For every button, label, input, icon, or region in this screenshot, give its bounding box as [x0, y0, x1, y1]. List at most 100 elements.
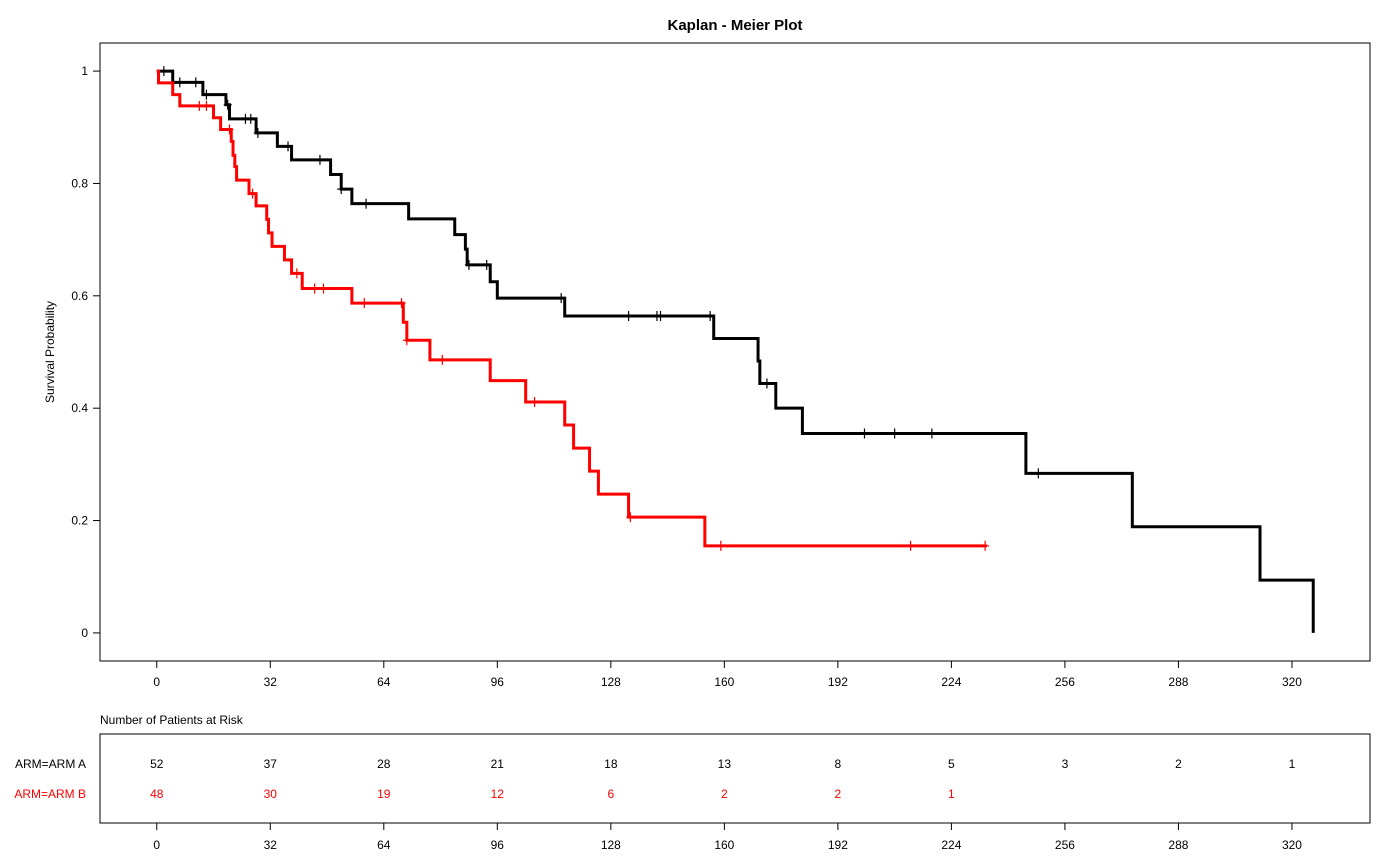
series-arm-b: [156, 69, 990, 551]
censor-mark: [656, 311, 665, 322]
censor-mark: [397, 298, 406, 309]
y-tick-label: 0.8: [71, 176, 88, 190]
censor-mark: [159, 66, 168, 77]
risk-count: 2: [721, 787, 728, 801]
risk-x-tick-label: 192: [828, 838, 848, 852]
censor-mark: [762, 378, 771, 389]
x-tick-label: 224: [941, 675, 961, 689]
risk-count: 6: [607, 787, 614, 801]
series-arm-a: [156, 66, 1315, 633]
censor-mark: [175, 77, 184, 88]
risk-x-tick-label: 32: [264, 838, 278, 852]
x-tick-label: 192: [828, 675, 848, 689]
censor-mark: [310, 283, 319, 294]
risk-count: 48: [150, 787, 164, 801]
survival-curves: [156, 66, 1315, 633]
risk-count: 3: [1062, 757, 1069, 771]
censor-mark: [464, 259, 473, 270]
y-axis-label: Survival Probability: [43, 301, 57, 403]
y-tick-label: 0.6: [71, 289, 88, 303]
censor-mark: [315, 154, 324, 165]
y-tick-label: 0: [81, 626, 88, 640]
y-tick-label: 0.4: [71, 401, 88, 415]
censor-mark: [626, 512, 635, 523]
risk-x-tick-label: 224: [941, 838, 961, 852]
survival-curve-line: [156, 69, 987, 548]
x-axis: 0 32 64 96 128 160 192 224 256 288 320: [153, 661, 1302, 689]
risk-x-tick-label: 288: [1168, 838, 1188, 852]
censor-mark: [253, 127, 262, 138]
risk-count: 37: [264, 757, 278, 771]
censor-mark: [438, 354, 447, 365]
x-tick-label: 32: [264, 675, 278, 689]
x-tick-label: 64: [377, 675, 391, 689]
censor-mark: [223, 99, 232, 110]
risk-count: 1: [1289, 757, 1296, 771]
censor-mark: [202, 100, 211, 111]
risk-x-tick-label: 128: [601, 838, 621, 852]
censor-mark: [246, 113, 255, 124]
censor-mark: [362, 198, 371, 209]
risk-x-tick-label: 0: [153, 838, 160, 852]
y-tick-label: 0.2: [71, 514, 88, 528]
censor-mark: [360, 298, 369, 309]
censor-mark: [890, 428, 899, 439]
censor-mark: [284, 141, 293, 152]
risk-count: 1: [948, 787, 955, 801]
y-tick-label: 1: [81, 64, 88, 78]
survival-curve-line: [156, 69, 1315, 633]
risk-count: 19: [377, 787, 391, 801]
censor-mark: [202, 89, 211, 100]
censor-mark: [292, 268, 301, 279]
censor-mark: [906, 540, 915, 551]
censor-mark: [860, 428, 869, 439]
censor-mark: [402, 335, 411, 346]
risk-table-x-axis: 0 32 64 96 128 160 192 224 256 288 320: [153, 823, 1302, 852]
risk-x-tick-label: 64: [377, 838, 391, 852]
censor-mark: [337, 184, 346, 195]
censor-mark: [319, 283, 328, 294]
risk-count: 5: [948, 757, 955, 771]
censor-mark: [624, 311, 633, 322]
risk-count: 30: [264, 787, 278, 801]
risk-count: 12: [491, 787, 505, 801]
risk-x-tick-label: 320: [1282, 838, 1302, 852]
y-axis: 0 0.2 0.4 0.6 0.8 1: [71, 64, 100, 640]
censor-mark: [191, 77, 200, 88]
censor-mark: [1034, 468, 1043, 479]
risk-count: 21: [491, 757, 505, 771]
risk-table-frame: [99, 733, 1371, 824]
risk-count: 13: [718, 757, 732, 771]
censor-mark: [225, 124, 234, 135]
x-tick-label: 96: [491, 675, 505, 689]
x-tick-label: 160: [714, 675, 734, 689]
risk-count: 52: [150, 757, 164, 771]
chart-title: Kaplan - Meier Plot: [667, 17, 802, 34]
x-tick-label: 320: [1282, 675, 1302, 689]
x-tick-label: 0: [153, 675, 160, 689]
risk-row-label: ARM=ARM A: [15, 757, 86, 771]
censor-mark: [716, 540, 725, 551]
risk-count: 28: [377, 757, 391, 771]
risk-count: 8: [835, 757, 842, 771]
plot-frame: [99, 42, 1371, 662]
risk-table-title: Number of Patients at Risk: [100, 713, 244, 727]
x-tick-label: 288: [1168, 675, 1188, 689]
censor-mark: [248, 188, 257, 199]
x-tick-label: 128: [601, 675, 621, 689]
x-tick-label: 256: [1055, 675, 1075, 689]
risk-count: 2: [835, 787, 842, 801]
risk-count: 18: [604, 757, 618, 771]
risk-x-tick-label: 160: [714, 838, 734, 852]
risk-x-tick-label: 96: [491, 838, 505, 852]
censor-mark: [530, 397, 539, 408]
censor-mark: [195, 100, 204, 111]
risk-x-tick-label: 256: [1055, 838, 1075, 852]
censor-mark: [981, 540, 990, 551]
censor-mark: [482, 259, 491, 270]
censor-mark: [557, 293, 566, 304]
censor-mark: [927, 428, 936, 439]
risk-row-label: ARM=ARM B: [14, 787, 86, 801]
